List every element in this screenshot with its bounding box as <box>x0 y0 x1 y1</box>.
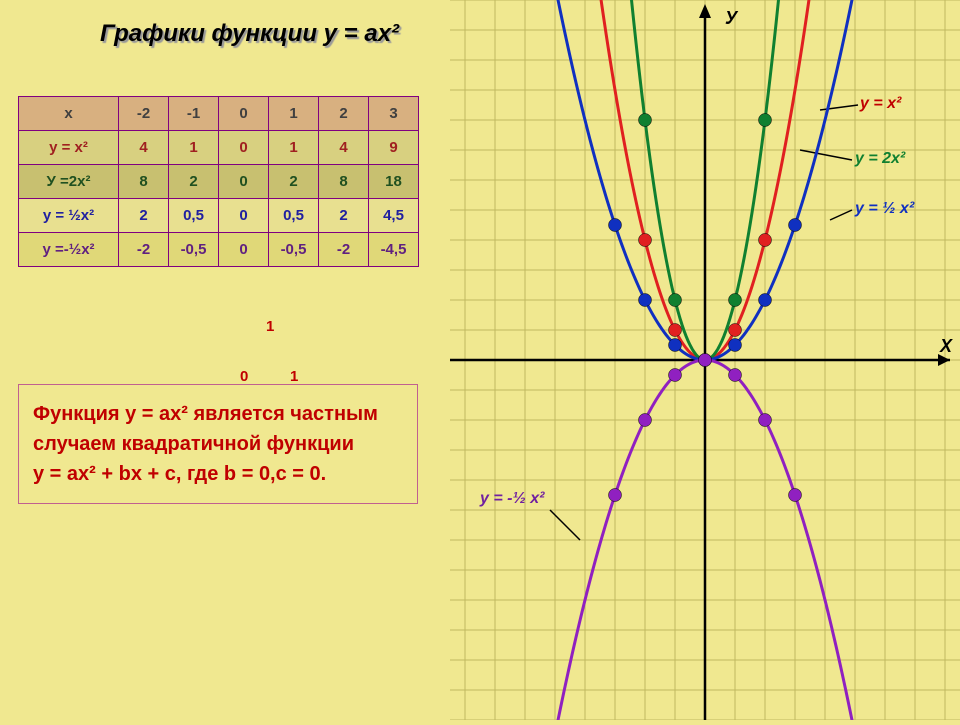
y-axis-label: У <box>725 8 737 29</box>
tick-label: 0 <box>240 368 248 385</box>
curve-label: у = -½ х² <box>480 490 544 508</box>
table-cell: 0 <box>219 97 269 131</box>
table-cell: 0 <box>219 131 269 165</box>
table-cell: 0 <box>219 233 269 267</box>
data-table: х-2-10123у = х²410149У =2х²8202818у = ½х… <box>18 96 419 267</box>
table-cell: 2 <box>319 199 369 233</box>
page-title: Графики функции у = ах² <box>100 20 399 48</box>
curve-label: у = 2х² <box>855 150 905 168</box>
table-cell: 0,5 <box>269 199 319 233</box>
table-cell: 2 <box>169 165 219 199</box>
table-row-label: у = ½х² <box>19 199 119 233</box>
curve-label: у = х² <box>860 95 901 113</box>
table-cell: 1 <box>169 131 219 165</box>
table-cell: 4 <box>319 131 369 165</box>
parabola-chart: У Х у = х²у = 2х²у = ½ х²у = -½ х² 011 <box>450 0 960 720</box>
table-row-label: х <box>19 97 119 131</box>
table-cell: 8 <box>119 165 169 199</box>
note-box: Функция у = ах² является частным случаем… <box>18 384 418 504</box>
table-cell: -4,5 <box>369 233 419 267</box>
tick-label: 1 <box>266 318 274 335</box>
table-cell: 8 <box>319 165 369 199</box>
curve-label: у = ½ х² <box>855 200 914 218</box>
table-cell: 3 <box>369 97 419 131</box>
table-cell: -1 <box>169 97 219 131</box>
tick-label: 1 <box>290 368 298 385</box>
table-row-label: у =-½х² <box>19 233 119 267</box>
table-cell: 0,5 <box>169 199 219 233</box>
table-row-label: У =2х² <box>19 165 119 199</box>
table-cell: 1 <box>269 97 319 131</box>
table-cell: -0,5 <box>169 233 219 267</box>
table-row-label: у = х² <box>19 131 119 165</box>
table-cell: 4 <box>119 131 169 165</box>
table-cell: 9 <box>369 131 419 165</box>
table-cell: -2 <box>319 233 369 267</box>
table-cell: 4,5 <box>369 199 419 233</box>
table-cell: -2 <box>119 233 169 267</box>
table-cell: 2 <box>319 97 369 131</box>
x-axis-label: Х <box>940 336 952 357</box>
table-cell: 2 <box>119 199 169 233</box>
table-cell: -0,5 <box>269 233 319 267</box>
table-cell: 0 <box>219 165 269 199</box>
table-cell: 18 <box>369 165 419 199</box>
table-cell: 1 <box>269 131 319 165</box>
table-cell: -2 <box>119 97 169 131</box>
table-cell: 0 <box>219 199 269 233</box>
table-cell: 2 <box>269 165 319 199</box>
